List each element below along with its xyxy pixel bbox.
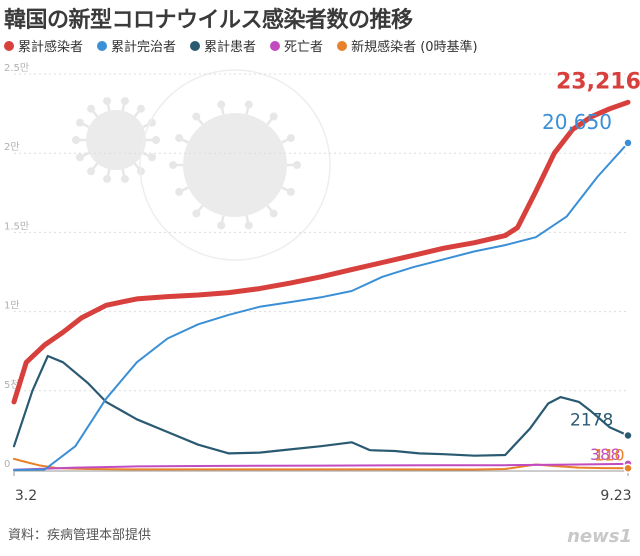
legend-swatch [4, 40, 14, 51]
legend-label: 新規感染者 (0時基準) [351, 40, 478, 55]
x-tick-label-end: 9.23 [600, 488, 631, 504]
y-tick-label: 2.5만 [4, 62, 29, 74]
legend-swatch [270, 40, 281, 51]
chart-title: 韓国の新型コロナウイルス感染者数の推移 [4, 8, 413, 33]
y-tick-label: 0 [4, 459, 10, 470]
series-line [11, 99, 631, 405]
legend-item[interactable]: 累計感染者 [4, 36, 83, 55]
data-label: 20,650 [542, 110, 612, 134]
end-marker [623, 138, 633, 148]
chart-legend: 累計感染者 累計完治者 累計患者 死亡者 新規感染者 (0時基準) [4, 36, 478, 55]
legend-item[interactable]: 新規感染者 (0時基準) [337, 36, 478, 55]
data-label: 2178 [570, 411, 613, 431]
virus-watermark [72, 97, 160, 183]
legend-swatch [337, 40, 348, 51]
end-marker [623, 463, 633, 474]
legend-label: 死亡者 [284, 40, 324, 55]
legend-item[interactable]: 死亡者 [270, 36, 323, 55]
legend-item[interactable]: 累計患者 [190, 36, 256, 55]
virus-watermark [169, 100, 301, 230]
legend-item[interactable]: 累計完治者 [97, 36, 176, 55]
legend-swatch [190, 40, 201, 51]
y-tick-label: 5천 [4, 379, 20, 391]
y-tick-label: 1만 [4, 300, 20, 312]
series-line [13, 462, 629, 471]
series-line [12, 354, 630, 457]
source-note: 資料：疾病管理本部提供 [8, 528, 152, 543]
end-marker [623, 430, 633, 441]
data-label: 23,216 [556, 69, 640, 94]
legend-label: 累計感染者 [18, 40, 84, 55]
y-tick-label: 1.5만 [4, 220, 29, 232]
data-label: 388 [590, 445, 621, 464]
data-label: 110 [594, 445, 625, 464]
y-tick-label: 2만 [4, 141, 20, 153]
series-line [13, 141, 629, 471]
news1-logo: news1 [567, 526, 632, 547]
series-line [13, 457, 629, 471]
x-tick-label-start: 3.2 [15, 488, 37, 504]
legend-label: 累計患者 [204, 40, 257, 55]
legend-label: 累計完治者 [111, 40, 177, 55]
legend-swatch [97, 40, 108, 51]
virus-halo [139, 69, 331, 261]
